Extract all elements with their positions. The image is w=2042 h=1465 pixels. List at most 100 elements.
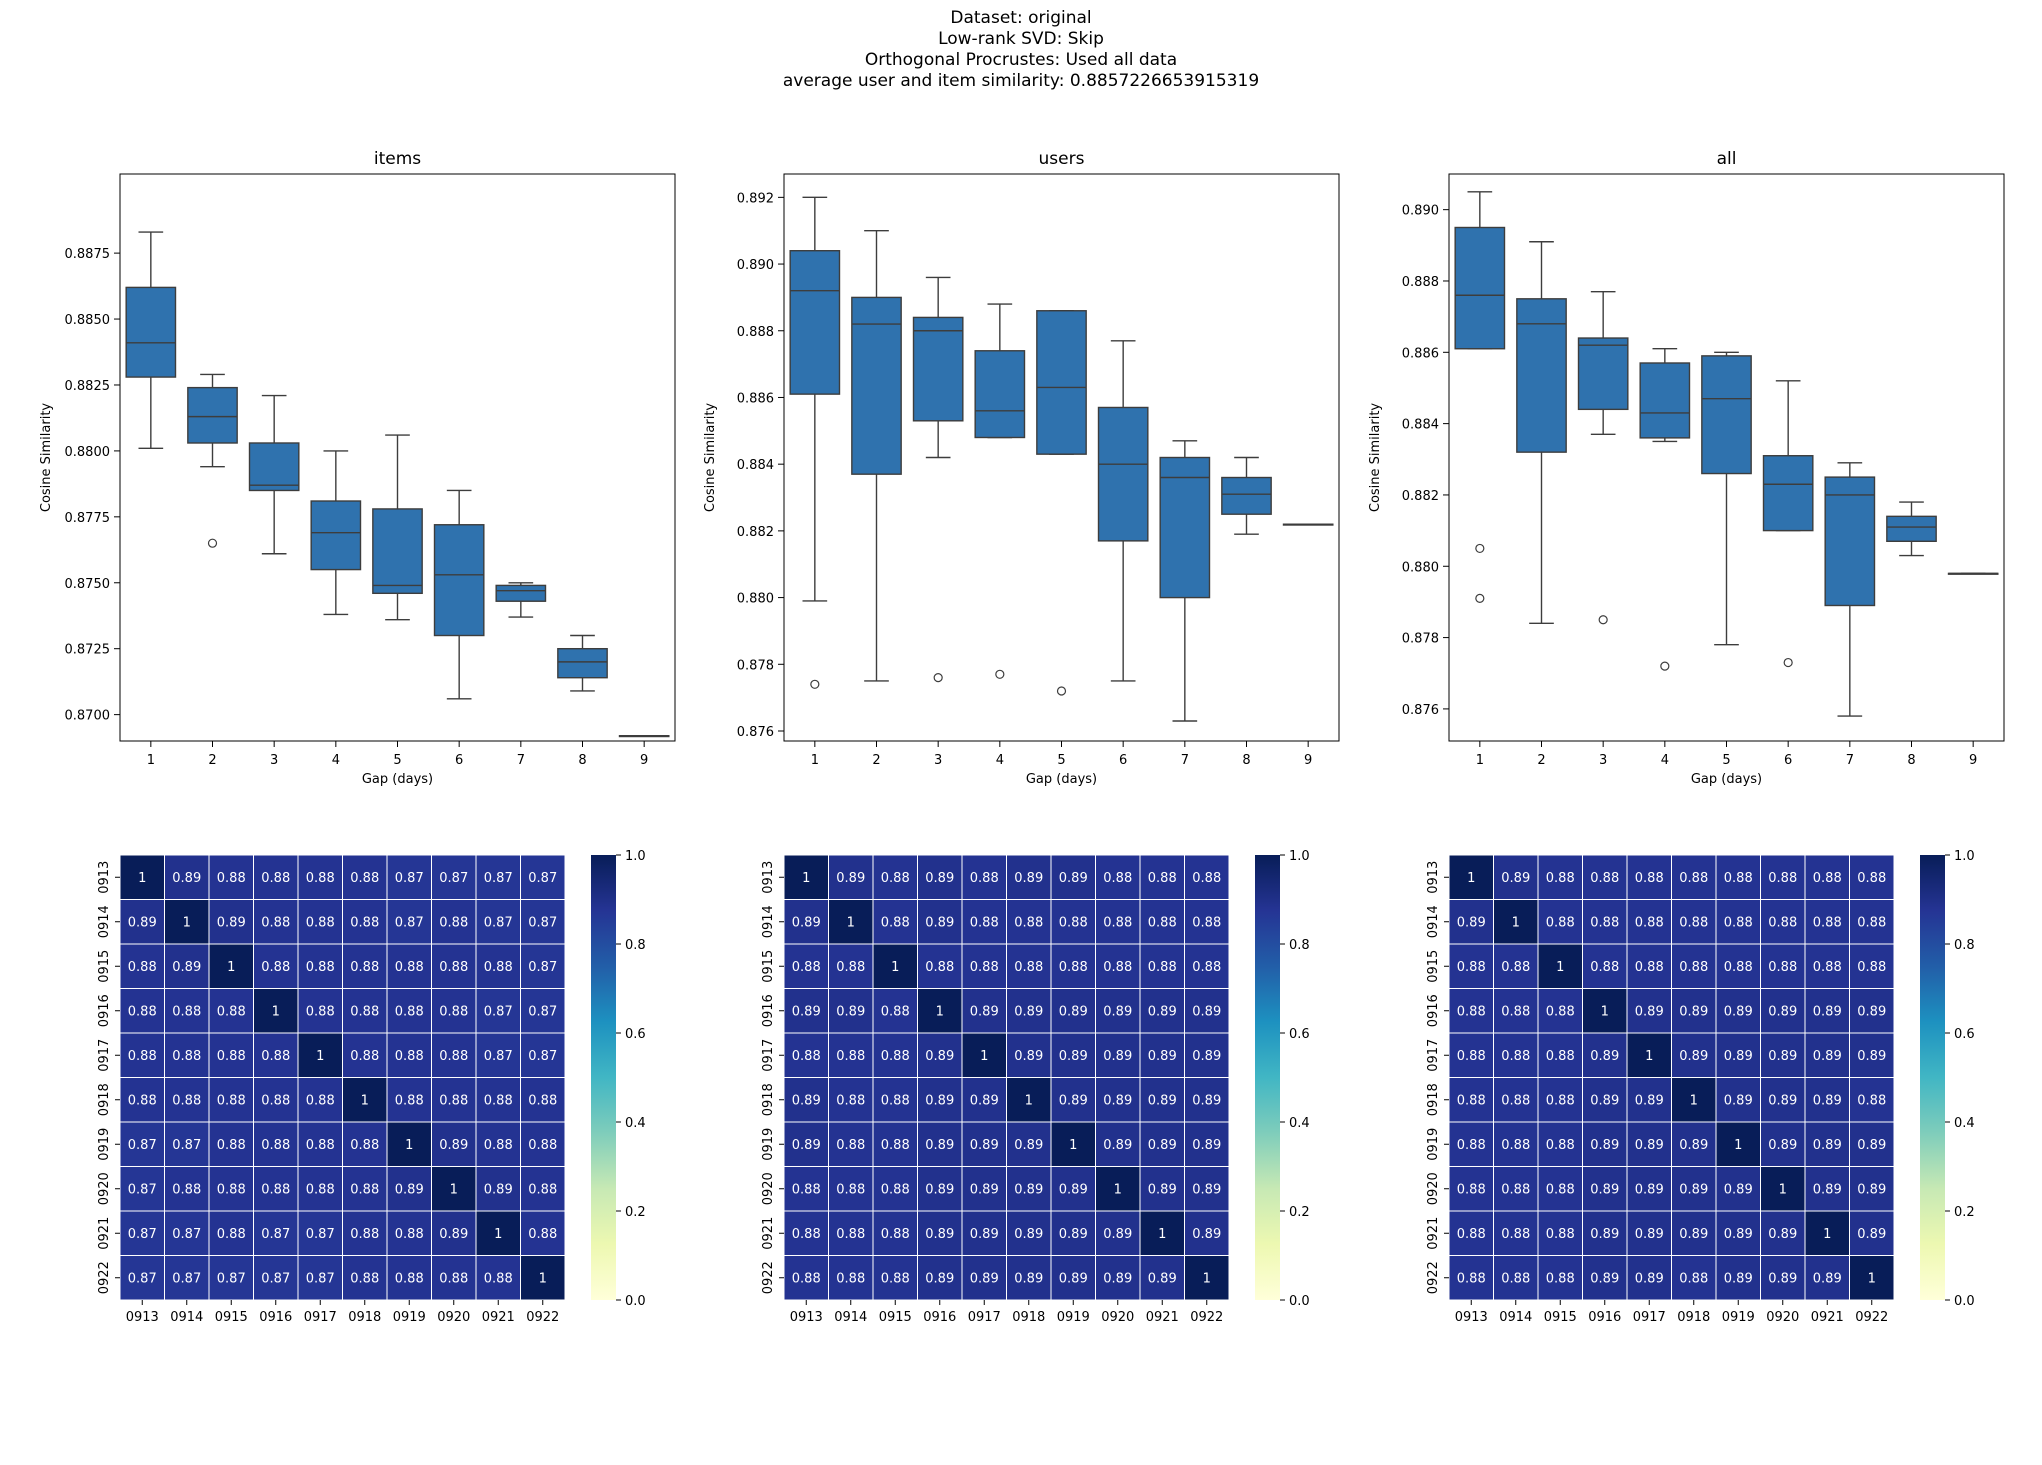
heatmap-cell-value: 0.88 — [1059, 915, 1088, 930]
heatmap-cell-value: 0.88 — [439, 1271, 468, 1286]
y-tick-label: 0913 — [1426, 861, 1441, 894]
heatmap-cell-rect — [872, 1121, 918, 1167]
heatmap-cell-rect — [1760, 1032, 1806, 1078]
heatmap-cell-rect — [1184, 1077, 1230, 1123]
heatmap-cell-value: 0.88 — [1679, 915, 1708, 930]
heatmap-cell: 0.88 — [1050, 943, 1096, 989]
heatmap-cell-value: 0.88 — [261, 871, 290, 886]
heatmap-cell: 0.88 — [1448, 1032, 1494, 1078]
heatmap-cell: 0.89 — [1671, 988, 1717, 1034]
heatmap-cell: 0.88 — [917, 943, 963, 989]
y-tick-label: 0.8825 — [65, 379, 111, 394]
heatmap-cell-rect — [520, 1166, 566, 1212]
heatmap-cell-value: 0.88 — [484, 1138, 513, 1153]
heatmap-cell-rect — [1006, 1166, 1052, 1212]
heatmap-cell-value: 0.88 — [881, 1227, 910, 1242]
heatmap-cell-rect — [1582, 854, 1628, 900]
heatmap-cell: 0.89 — [1139, 1077, 1185, 1123]
box-gap-9 — [618, 735, 670, 738]
heatmap-cell: 0.88 — [253, 1166, 299, 1212]
heatmap-cell: 0.89 — [1849, 988, 1895, 1034]
suptitle-line-dataset: Dataset: original — [950, 8, 1092, 28]
colorbar-tick-label: 0.2 — [1289, 1205, 1310, 1220]
box-gap-8 — [1886, 501, 1937, 557]
heatmap-cell: 0.89 — [1671, 1121, 1717, 1167]
heatmap-cell: 0.88 — [342, 1255, 388, 1301]
heatmap-cell: 0.89 — [783, 899, 829, 945]
heatmap-cell-value: 0.89 — [1059, 1271, 1088, 1286]
heatmap-cell-value: 0.87 — [306, 1271, 335, 1286]
heatmap-cell-value: 0.89 — [792, 1093, 821, 1108]
y-tick-label: 0913 — [761, 861, 776, 894]
box-iqr — [789, 250, 841, 395]
heatmap-cell: 0.87 — [431, 854, 477, 900]
heatmap-cell: 0.88 — [208, 988, 254, 1034]
heatmap-cell: 0.88 — [1493, 1210, 1539, 1256]
x-tick-label: 9 — [1304, 753, 1312, 768]
heatmap-cell: 0.88 — [1849, 854, 1895, 900]
heatmap-cell-value: 0.87 — [128, 1138, 157, 1153]
heatmap-cell-value: 0.88 — [792, 1271, 821, 1286]
colorbar-tick-label: 0.4 — [1289, 1116, 1310, 1131]
heatmap-cell-value: 0.88 — [792, 1227, 821, 1242]
box-gap-2 — [1516, 241, 1567, 625]
y-tick-label: 0.888 — [1402, 275, 1439, 290]
heatmap-cell-rect — [475, 1255, 521, 1301]
x-tick-label: 0917 — [968, 1310, 1001, 1325]
heatmap-cell-value: 1 — [183, 915, 191, 930]
heatmap-cell: 0.88 — [872, 1166, 918, 1212]
heatmap-cell: 1 — [1849, 1255, 1895, 1301]
heatmap-cell: 0.87 — [475, 988, 521, 1034]
heatmap-cell: 0.88 — [1537, 988, 1583, 1034]
x-tick-label: 0916 — [259, 1310, 292, 1325]
heatmap-cell-rect — [119, 899, 165, 945]
heatmap-cell: 1 — [917, 988, 963, 1034]
heatmap-cell-rect — [961, 1255, 1007, 1301]
heatmap-cell: 0.88 — [1493, 1032, 1539, 1078]
heatmap-cell-value: 0.88 — [1857, 960, 1886, 975]
heatmap-cell-rect — [431, 988, 477, 1034]
heatmap-cell: 0.89 — [1139, 1032, 1185, 1078]
heatmap-cell-rect — [1582, 1121, 1628, 1167]
box-gap-7 — [495, 582, 547, 618]
heatmap-cell: 0.89 — [1006, 1166, 1052, 1212]
heatmap-cell-value: 0.88 — [1546, 1271, 1575, 1286]
heatmap-cell: 0.89 — [917, 899, 963, 945]
heatmap-cell: 0.88 — [520, 1077, 566, 1123]
x-tick-label: 4 — [1661, 753, 1669, 768]
x-tick-label: 0920 — [437, 1310, 470, 1325]
heatmap-cell-rect — [1715, 943, 1761, 989]
heatmap-cell-value: 0.89 — [836, 1004, 865, 1019]
heatmap-cell: 0.89 — [1139, 988, 1185, 1034]
heatmap-cell-rect — [253, 1032, 299, 1078]
heatmap-cell-value: 0.89 — [1014, 1049, 1043, 1064]
heatmap-cell-value: 0.89 — [1768, 1271, 1797, 1286]
heatmap-cell-value: 0.89 — [925, 871, 954, 886]
heatmap-cell-value: 0.88 — [1501, 1227, 1530, 1242]
box-gap-3 — [1577, 290, 1629, 625]
heatmap-cell: 1 — [1050, 1121, 1096, 1167]
heatmap-cell: 0.88 — [1537, 1077, 1583, 1123]
heatmap-cell: 0.89 — [1715, 1032, 1761, 1078]
heatmap-cell-rect — [1139, 1255, 1185, 1301]
colorbar — [1920, 855, 1945, 1300]
heatmap-cell: 1 — [872, 943, 918, 989]
heatmap-cell: 1 — [253, 988, 299, 1034]
heatmap-cell-rect — [961, 943, 1007, 989]
heatmap-cell: 1 — [1537, 943, 1583, 989]
heatmap-cell-value: 0.89 — [1724, 1049, 1753, 1064]
heatmap-cell-value: 0.88 — [217, 871, 246, 886]
heatmap-cell-rect — [1715, 1210, 1761, 1256]
heatmap-cell-value: 0.89 — [925, 915, 954, 930]
heatmap-cell-value: 0.87 — [306, 1227, 335, 1242]
heatmap-cell: 0.89 — [961, 1077, 1007, 1123]
y-tick-label: 0.890 — [737, 258, 774, 273]
heatmap-cell-value: 0.88 — [1103, 915, 1132, 930]
heatmap-cell: 0.89 — [1184, 1077, 1230, 1123]
heatmap-cell: 0.89 — [917, 854, 963, 900]
heatmap-cell: 0.88 — [1671, 899, 1717, 945]
y-tick-label: 0.8875 — [65, 247, 111, 262]
heatmap-cell: 0.87 — [164, 1255, 210, 1301]
heatmap-cell-rect — [1849, 1210, 1895, 1256]
heatmap-cell-value: 0.88 — [306, 1004, 335, 1019]
